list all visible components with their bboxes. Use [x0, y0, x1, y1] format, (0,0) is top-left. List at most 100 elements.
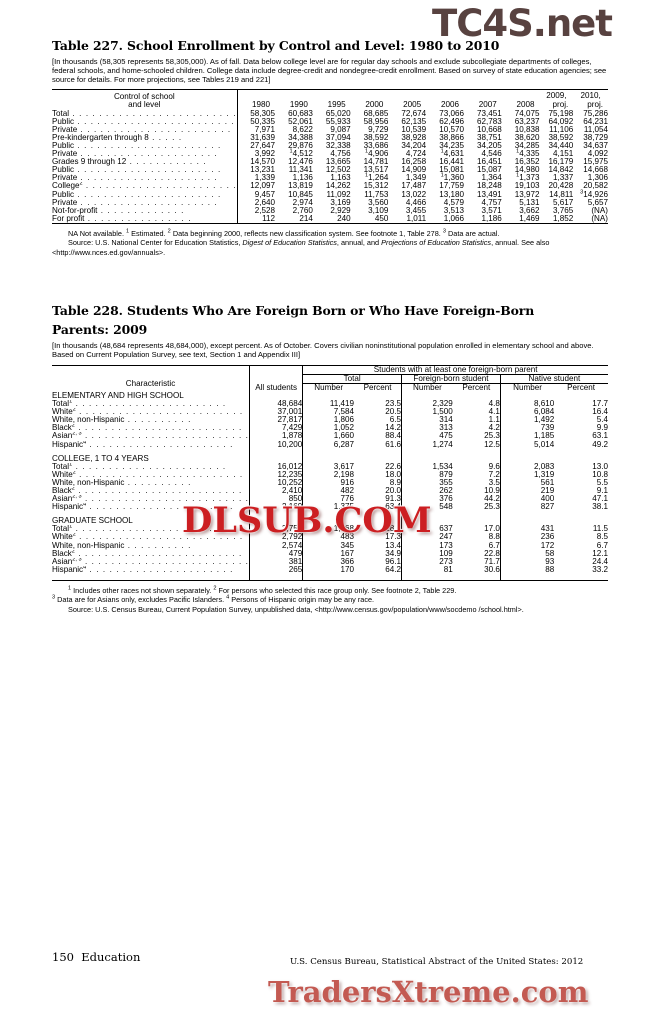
data-cell: 13,180 — [439, 189, 464, 199]
data-cell: 22.8 — [484, 548, 500, 558]
leader-dots: . . . . . . . . . . . . . . . . . . . . … — [74, 424, 243, 433]
data-cell: 2,198 — [302, 470, 354, 479]
data-cell: 400 — [499, 495, 555, 504]
data-cell: 1,349 — [405, 173, 427, 183]
footer-section: Education — [81, 950, 141, 964]
data-cell: 5,131 — [519, 197, 540, 207]
data-cell: 5,014 — [499, 440, 555, 455]
data-cell: 58 — [499, 549, 555, 558]
row-label: Private . . . . . . . . . . . . . . . . … — [52, 150, 218, 159]
table-227-header-years: 1980 1990 1995 2000 2005 2006 2007 2008 … — [52, 100, 608, 110]
data-cell: 1,375 — [302, 503, 354, 518]
data-cell: 15,312 — [363, 181, 389, 191]
data-cell: 2,083 — [499, 462, 555, 471]
table-row: Private . . . . . . . . . . . . . . . . … — [52, 148, 608, 159]
data-cell: 14,512 — [289, 148, 313, 159]
leader-dots: . . . . . . . . . . . . . . . . . . . . … — [75, 408, 244, 417]
col-2009-proj-label: proj. — [552, 100, 569, 110]
table-row: Public . . . . . . . . . . . . . . . . .… — [52, 166, 608, 175]
data-cell: 9,729 — [368, 124, 389, 134]
leader-dots: . . . . . . . . . . . . . . . . . . . . … — [75, 470, 244, 479]
table-row: White, non-Hispanic . . . . . . . . . . 2… — [52, 416, 608, 425]
table-row: Hispanic4 . . . . . . . . . . . . . . . … — [52, 439, 608, 455]
data-cell: 12,476 — [288, 157, 313, 167]
leader-dots: . . . . . . . . . . . . . . . . . . . . … — [81, 557, 250, 566]
section-heading-row: GRADUATE SCHOOL — [52, 517, 608, 526]
spacer-allstudents — [249, 365, 303, 384]
col-1995: 1995 — [327, 100, 346, 110]
footnote-marker: 2, 3 — [72, 557, 82, 563]
data-cell: 7,971 — [236, 125, 276, 134]
data-cell: 93 — [499, 557, 555, 566]
data-cell: 38,928 — [401, 132, 427, 142]
data-cell: 776 — [302, 495, 354, 504]
data-cell: 19,103 — [514, 181, 540, 191]
data-cell: 38,592 — [548, 132, 574, 142]
data-cell: 11,360 — [440, 172, 464, 183]
data-cell: 11,753 — [364, 189, 389, 199]
data-cell: 14,262 — [325, 181, 351, 191]
data-cell: 2,169 — [249, 503, 303, 518]
data-cell: 1,186 — [481, 213, 502, 223]
table-row: Grades 9 through 12 . . . . . . . . . . … — [52, 157, 608, 167]
footnote-marker: 1 — [69, 400, 73, 405]
data-cell: 32,338 — [325, 140, 351, 150]
table-228-footnote-1: 1 Includes other races not shown separat… — [68, 585, 457, 595]
data-cell: 9,457 — [236, 190, 276, 199]
spacer-cell — [401, 391, 453, 401]
data-cell: 7,429 — [249, 424, 303, 433]
table-row: White, non-Hispanic . . . . . . . . . . 2… — [52, 540, 608, 550]
leader-dots: . . . . . . . . . . . . — [126, 158, 207, 167]
footnote-marker: 2 — [167, 228, 171, 235]
data-cell: 65,020 — [325, 108, 351, 118]
spacer-cell — [401, 454, 453, 463]
data-cell: 1,136 — [292, 173, 313, 183]
leader-dots: . . . . . . . . . . . . . . . . . . . . … — [86, 565, 234, 574]
data-cell: 38,729 — [583, 132, 608, 142]
spacer-cell — [401, 517, 453, 526]
data-cell: 20.5 — [385, 407, 402, 417]
data-cell: 1,068 — [302, 525, 354, 534]
group-native-student: Native student — [499, 374, 608, 384]
data-cell: 33,686 — [363, 140, 389, 150]
leader-dots: . . . . . . . . . . . . . . . . . . . . … — [74, 487, 243, 496]
data-cell: 6.7 — [488, 540, 500, 550]
data-cell: 9.1 — [596, 486, 608, 496]
data-cell: 75,286 — [583, 108, 608, 118]
footnote-marker: 1 — [68, 585, 72, 592]
group-foreign-born-student: Foreign-born student — [401, 374, 501, 384]
data-cell: 3,169 — [330, 197, 351, 207]
table-227: Control of school and level 2009, 2010, … — [52, 89, 608, 224]
leader-dots: . . . . . . . . . . . . . . . . . . . . … — [72, 525, 227, 534]
table-227-source: Source: U.S. National Center for Educati… — [52, 238, 550, 257]
row-label: Total1 . . . . . . . . . . . . . . . . .… — [52, 525, 227, 534]
footnote-marker: 1 — [516, 148, 520, 155]
data-cell: 10,838 — [514, 124, 540, 134]
table-row: Public . . . . . . . . . . . . . . . . .… — [52, 189, 608, 199]
data-cell: 49.2 — [592, 439, 608, 449]
data-cell: 1,500 — [401, 408, 453, 417]
leader-dots: . . . . . . . . . . . . . . . . . . . . … — [74, 166, 222, 175]
table-row: Pre-kindergarten through 8 . . . . . 31,6… — [52, 132, 608, 142]
data-cell: 214 — [299, 213, 313, 223]
data-cell: 916 — [302, 478, 354, 488]
data-cell: 34,388 — [288, 132, 313, 142]
row-label: White2 . . . . . . . . . . . . . . . . .… — [52, 470, 244, 479]
data-cell: 4,579 — [443, 197, 464, 207]
data-cell: 5,617 — [552, 197, 574, 207]
data-cell: 262 — [401, 486, 453, 496]
footnote-marker: 1 — [516, 172, 520, 179]
data-cell: 81 — [401, 565, 453, 581]
data-cell: 4.2 — [488, 423, 500, 433]
data-cell: 13,491 — [476, 189, 502, 199]
footnote-marker: 4 — [226, 594, 230, 601]
data-cell: 4,756 — [330, 149, 351, 159]
data-cell: 2,528 — [236, 206, 276, 215]
row-label: Hispanic4 . . . . . . . . . . . . . . . … — [52, 440, 234, 449]
row-label: Black2 . . . . . . . . . . . . . . . . .… — [52, 487, 243, 496]
spacer-cell — [499, 454, 555, 463]
data-cell: 1,319 — [499, 470, 555, 479]
data-cell: (NA) — [591, 205, 608, 215]
data-cell: 637 — [401, 525, 453, 534]
data-cell: 1,339 — [236, 174, 276, 183]
